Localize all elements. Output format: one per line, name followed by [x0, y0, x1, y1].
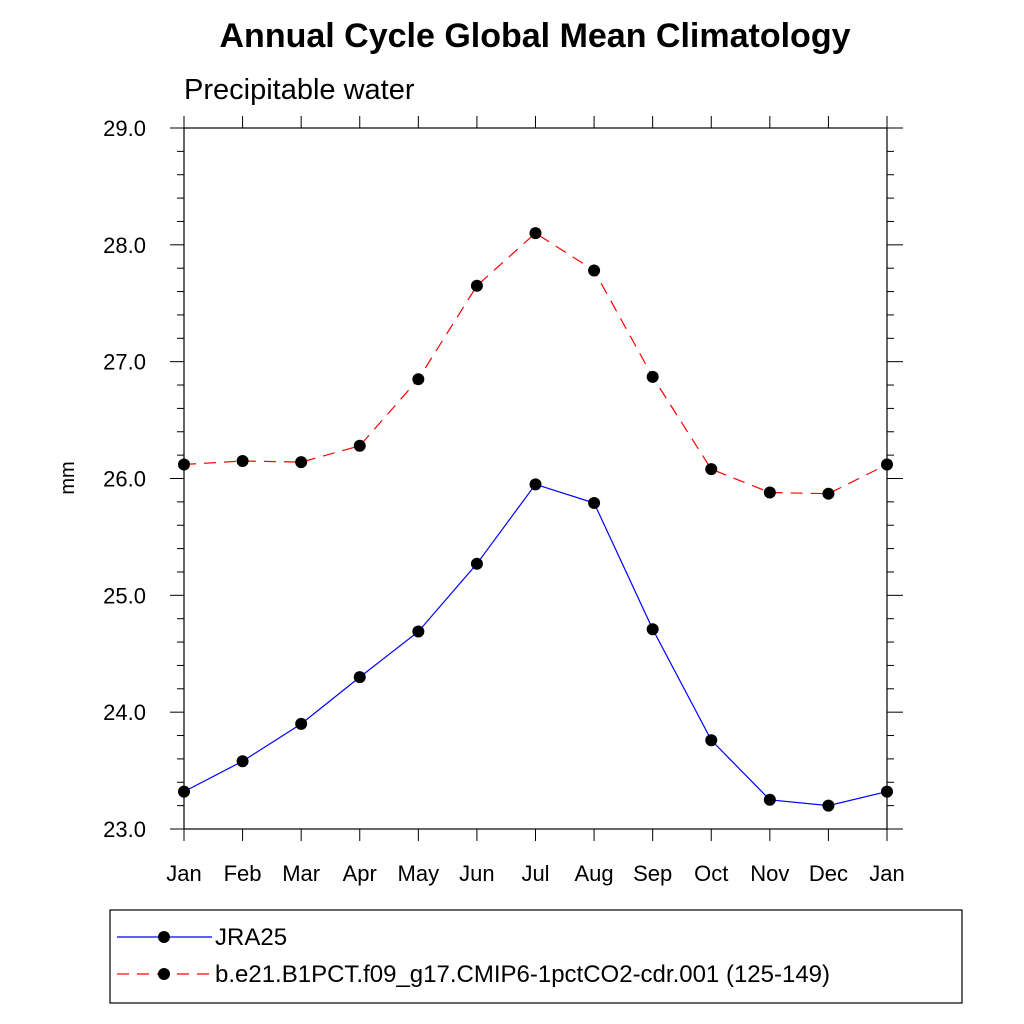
- legend-box: [109, 909, 963, 1004]
- data-point: [412, 625, 425, 638]
- x-tick-label: Sep: [633, 861, 672, 886]
- data-point: [470, 279, 483, 292]
- data-point: [178, 785, 190, 798]
- legend: JRA25 b.e21.B1PCT.f09_g17.CMIP6-1pctCO2-c…: [117, 924, 830, 988]
- x-tick-label: Jan: [869, 861, 904, 886]
- series-line-0: [183, 483, 888, 807]
- data-point: [763, 793, 776, 806]
- data-point: [646, 623, 659, 636]
- x-tick-label: Jan: [166, 861, 201, 886]
- y-tick-label: 24.0: [103, 700, 146, 725]
- data-point: [881, 785, 893, 798]
- x-tick-label: Feb: [224, 861, 262, 886]
- data-point: [822, 799, 835, 812]
- series-layer: [178, 227, 893, 812]
- data-point: [295, 456, 308, 469]
- axis-ticks: Jan Feb Mar Apr May Jun Jul Aug Sep Oct Nov Dec Jan 2…: [103, 116, 905, 886]
- data-point: [588, 264, 601, 277]
- data-point: [763, 486, 776, 499]
- data-point: [705, 463, 718, 476]
- x-tick-label: May: [398, 861, 440, 886]
- x-tick-label: Dec: [809, 861, 848, 886]
- series-line-1: [183, 232, 888, 495]
- data-point: [588, 497, 601, 510]
- y-tick-label: 23.0: [103, 817, 146, 842]
- data-point: [881, 458, 893, 471]
- data-point: [412, 373, 425, 386]
- chart-subtitle: Precipitable water: [184, 74, 415, 106]
- x-tick-label: Jun: [459, 861, 494, 886]
- data-point: [705, 734, 718, 747]
- data-point: [236, 755, 249, 768]
- data-point: [529, 478, 542, 491]
- x-tick-label: Oct: [694, 861, 728, 886]
- legend-marker-0: [158, 931, 170, 943]
- data-point: [236, 454, 249, 467]
- data-point: [646, 370, 659, 383]
- y-tick-label: 26.0: [103, 467, 146, 492]
- data-point: [822, 487, 835, 500]
- chart-title: Annual Cycle Global Mean Climatology: [220, 17, 851, 55]
- data-point: [295, 717, 308, 730]
- legend-label-0: JRA25: [215, 924, 287, 951]
- x-tick-label: Nov: [750, 861, 789, 886]
- y-tick-label: 27.0: [103, 350, 146, 375]
- x-tick-label: Jul: [521, 861, 549, 886]
- y-tick-label: 28.0: [103, 233, 146, 258]
- x-tick-label: Mar: [282, 861, 320, 886]
- legend-label-1: b.e21.B1PCT.f09_g17.CMIP6-1pctCO2-cdr.00…: [215, 961, 830, 988]
- y-tick-label: 29.0: [103, 116, 146, 141]
- y-axis-label: mm: [57, 461, 79, 494]
- legend-marker-1: [158, 968, 170, 980]
- x-tick-label: Apr: [343, 861, 377, 886]
- data-point: [529, 227, 542, 240]
- y-tick-label: 25.0: [103, 583, 146, 608]
- data-point: [178, 458, 190, 471]
- x-tick-label: Aug: [575, 861, 614, 886]
- data-point: [353, 439, 366, 452]
- data-point: [353, 671, 366, 684]
- data-point: [470, 557, 483, 570]
